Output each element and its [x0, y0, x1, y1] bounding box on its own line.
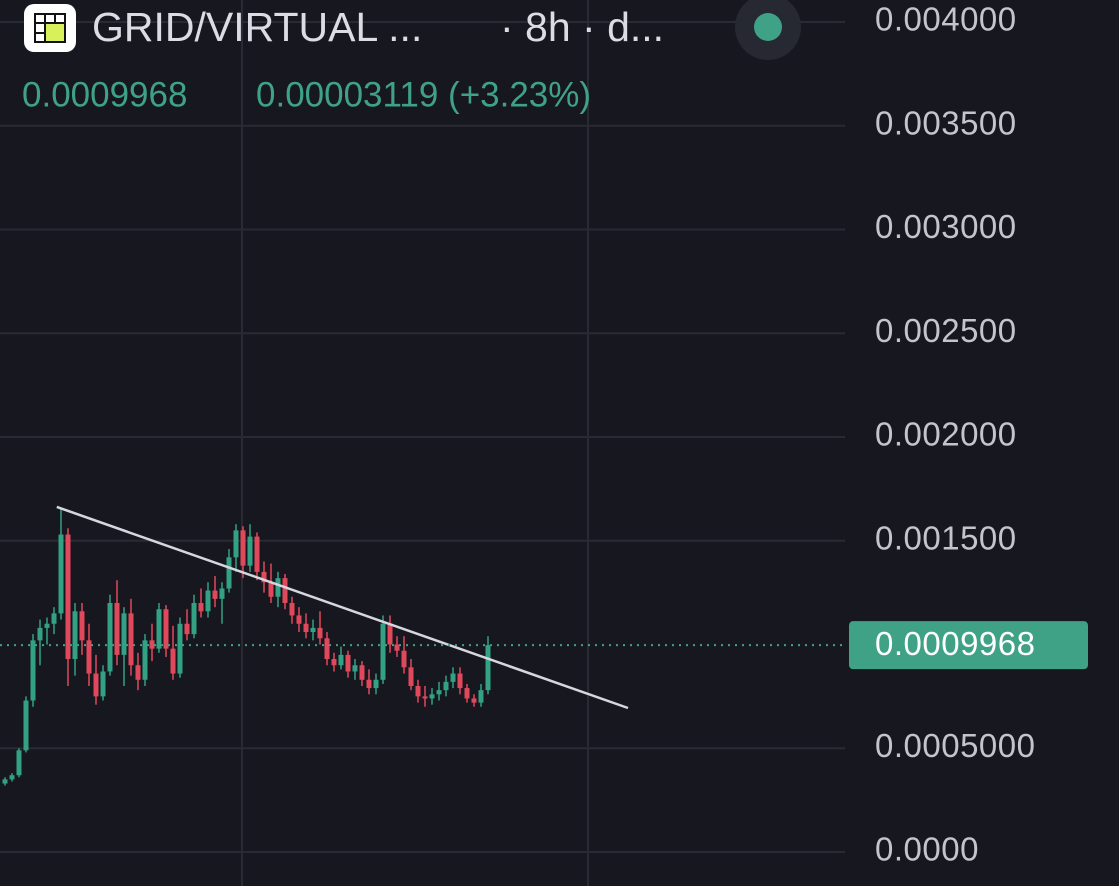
- logo-cell: [36, 15, 44, 22]
- candle-body: [58, 534, 64, 614]
- candle-body: [37, 627, 43, 641]
- candle-body: [415, 686, 421, 697]
- candle-body: [254, 536, 260, 572]
- candle-body: [79, 611, 85, 641]
- candle-body: [212, 590, 218, 599]
- candle-body: [240, 530, 246, 566]
- y-tick-label: 0.0005000: [875, 727, 1036, 764]
- candle-body: [275, 578, 281, 597]
- change: 0.00003119 (+3.23%): [256, 75, 591, 114]
- candle-body: [107, 603, 113, 672]
- logo-cell: [46, 24, 64, 41]
- price: 0.0009968: [22, 75, 187, 114]
- candle-body: [310, 627, 316, 633]
- candle-body: [149, 640, 155, 649]
- candle-body: [485, 645, 491, 691]
- candle-body: [2, 779, 8, 784]
- candle-body: [226, 557, 232, 589]
- y-tick-label: 0.0000: [875, 831, 979, 868]
- logo-cell: [36, 34, 44, 41]
- candle-body: [51, 613, 57, 624]
- candle-body: [72, 611, 78, 660]
- candle-body: [338, 654, 344, 666]
- candle-body: [156, 609, 162, 649]
- y-tick-label: 0.001500: [875, 519, 1017, 556]
- candle-body: [457, 673, 463, 689]
- candle-body: [121, 613, 127, 655]
- y-tick-label: 0.004000: [875, 1, 1017, 38]
- candle-body: [198, 603, 204, 612]
- candle-body: [324, 638, 330, 660]
- candle-body: [303, 623, 309, 633]
- candle-body: [436, 690, 442, 695]
- candle-body: [128, 613, 134, 666]
- candle-body: [429, 694, 435, 699]
- candle-body: [30, 640, 36, 701]
- plot: 0.0000 0.0005000 0.001500 0.002000 0.002500 0…: [0, 1, 1088, 868]
- candle-body: [191, 603, 197, 635]
- y-tick-label: 0.003000: [875, 208, 1017, 245]
- logo-cell: [46, 15, 54, 22]
- candle-body: [247, 536, 253, 566]
- candle-body: [163, 609, 169, 649]
- candle-body: [233, 530, 239, 558]
- candle-body: [359, 665, 365, 680]
- header: GRID/VIRTUAL ... · 8h · d... 0.0009968 0…: [22, 0, 801, 114]
- logo-cell: [56, 15, 64, 22]
- candle-body: [345, 654, 351, 672]
- candle-body: [142, 640, 148, 680]
- candle-body: [9, 775, 15, 780]
- last-price-label: 0.0009968: [875, 625, 1036, 662]
- last-price-tag: [849, 621, 1088, 670]
- status-dot: [754, 13, 782, 41]
- candle-body: [394, 644, 400, 651]
- candle-body: [261, 571, 267, 583]
- candle-body: [331, 659, 337, 666]
- candle-body: [268, 582, 274, 597]
- candle-body: [93, 673, 99, 697]
- candle-body: [471, 698, 477, 703]
- candle-body: [387, 623, 393, 645]
- candle-body: [443, 681, 449, 691]
- candle-body: [352, 665, 358, 672]
- candle-body: [366, 679, 372, 689]
- candle-body: [184, 623, 190, 635]
- candle-body: [170, 648, 176, 674]
- candle-body: [373, 679, 379, 689]
- candle-body: [296, 615, 302, 624]
- candle-body: [219, 588, 225, 599]
- candle-body: [282, 578, 288, 603]
- interval: · 8h · d...: [500, 4, 664, 50]
- candle-body: [289, 603, 295, 616]
- candle-body: [317, 627, 323, 639]
- candle-body: [65, 534, 71, 660]
- candle-body: [114, 603, 120, 655]
- y-tick-label: 0.002000: [875, 416, 1017, 453]
- candle-body: [16, 750, 22, 776]
- candle-body: [478, 690, 484, 703]
- candle-body: [177, 623, 183, 674]
- candle-body: [422, 696, 428, 699]
- candle-body: [205, 590, 211, 612]
- candle-body: [450, 673, 456, 682]
- candle-body: [44, 623, 50, 628]
- logo-cell: [36, 24, 44, 32]
- trendline: [56, 505, 629, 710]
- candle-body: [401, 650, 407, 668]
- candle-body: [464, 688, 470, 699]
- candle-body: [100, 671, 106, 697]
- candle-body: [23, 700, 29, 751]
- candle-body: [380, 623, 386, 680]
- y-tick-label: 0.003500: [875, 104, 1017, 141]
- y-tick-label: 0.002500: [875, 312, 1017, 349]
- candle-body: [408, 667, 414, 686]
- candle-body: [135, 665, 141, 680]
- symbol: GRID/VIRTUAL ...: [92, 4, 422, 50]
- candle-body: [86, 640, 92, 674]
